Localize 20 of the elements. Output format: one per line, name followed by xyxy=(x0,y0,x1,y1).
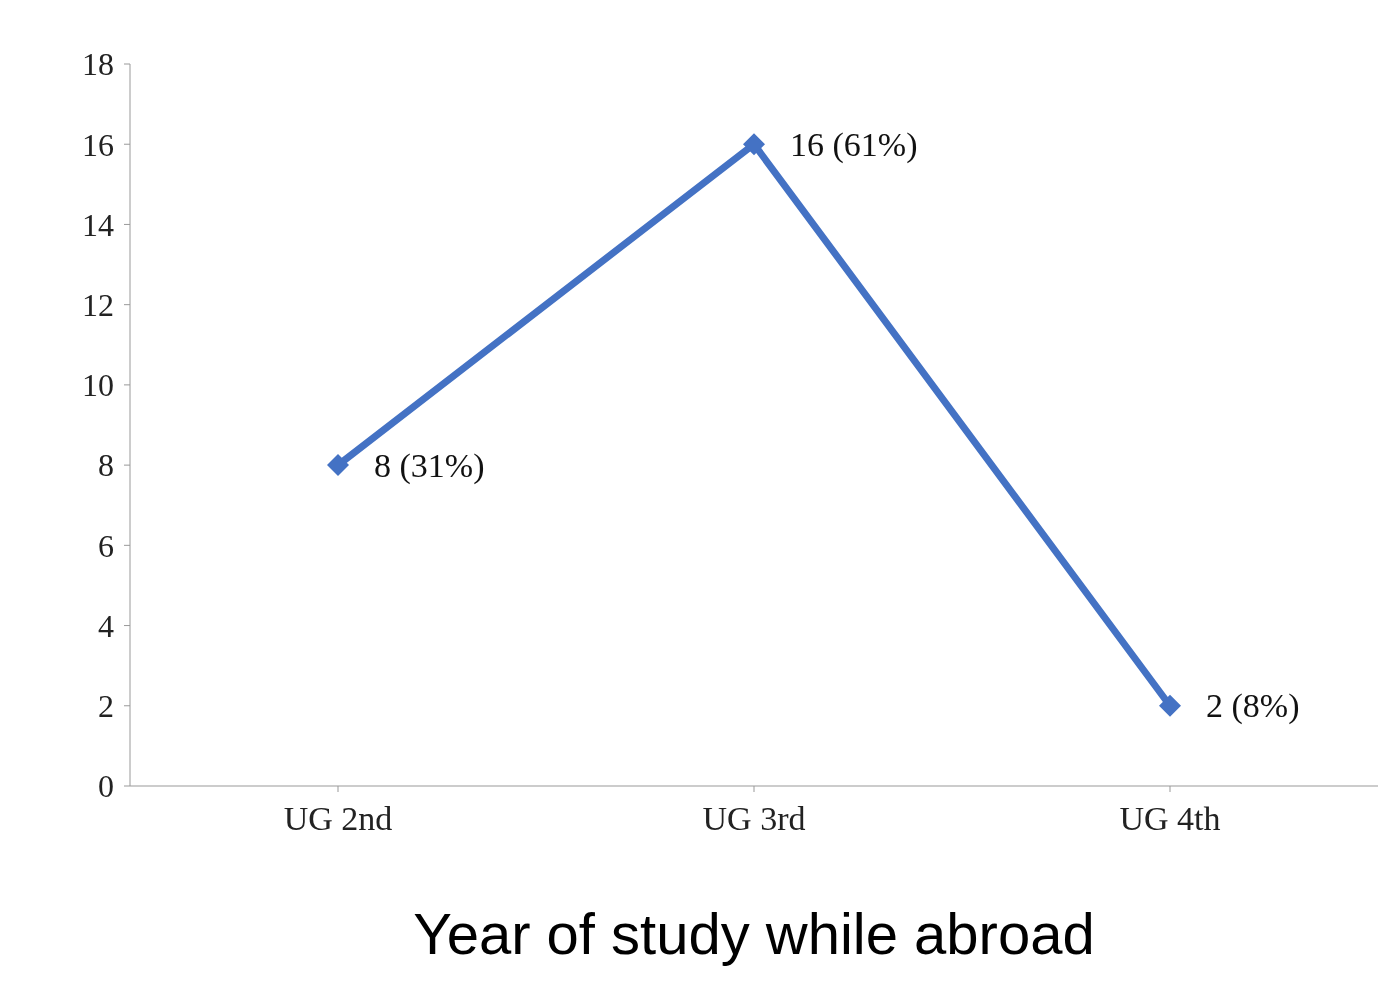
data-label: 8 (31%) xyxy=(374,446,485,485)
y-tick-label: 10 xyxy=(82,367,114,404)
point xyxy=(743,133,765,156)
y-tick-label: 8 xyxy=(98,447,114,484)
point xyxy=(1159,694,1181,717)
x-tick-label: UG 3rd xyxy=(702,800,806,838)
y-tick-label: 4 xyxy=(98,607,114,644)
x-axis-title: Year of study while abroad xyxy=(413,901,1095,966)
y-tick-label: 14 xyxy=(82,206,114,243)
x-tick-label: UG 4th xyxy=(1119,800,1221,838)
data-label: 2 (8%) xyxy=(1206,687,1300,726)
y-tick-label: 18 xyxy=(82,46,114,83)
x-tick-label: UG 2nd xyxy=(283,800,393,838)
y-tick-label: 12 xyxy=(82,287,114,324)
y-tick-label: 0 xyxy=(98,768,114,805)
data-label: 16 (61%) xyxy=(790,125,918,164)
y-tick-label: 16 xyxy=(82,126,114,163)
point xyxy=(327,454,349,477)
y-tick-label: 6 xyxy=(98,527,114,564)
y-tick-label: 2 xyxy=(98,688,114,725)
